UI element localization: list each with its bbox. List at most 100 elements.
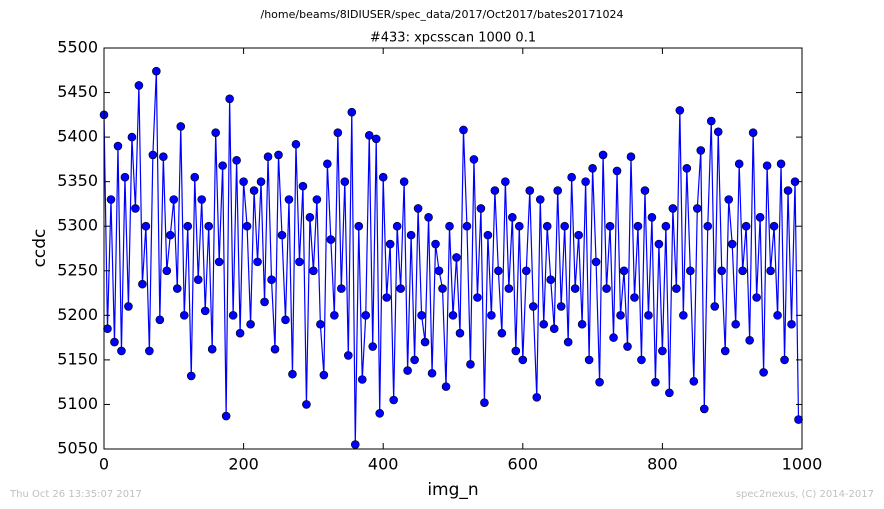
data-point: [403, 366, 412, 375]
data-point: [371, 134, 381, 144]
data-point: [473, 293, 482, 302]
y-tick-label: 5050: [57, 439, 98, 458]
data-point: [134, 81, 144, 90]
data-point: [242, 221, 252, 231]
data-point: [197, 195, 207, 204]
data-point: [609, 333, 618, 342]
data-point: [330, 311, 339, 320]
data-point: [368, 342, 378, 351]
data-point: [375, 409, 385, 418]
data-point: [734, 159, 744, 169]
y-tick-label: 5350: [57, 171, 98, 190]
x-tick-label: 600: [508, 455, 539, 474]
data-point: [309, 266, 318, 276]
data-point: [417, 311, 426, 320]
x-tick-label: 400: [368, 455, 399, 474]
y-tick-label: 5400: [57, 127, 98, 146]
data-point: [738, 266, 747, 276]
data-point: [644, 311, 653, 320]
data-point: [253, 257, 262, 267]
data-point: [357, 375, 367, 384]
data-point: [200, 306, 210, 316]
data-point: [172, 284, 182, 293]
data-point: [699, 404, 709, 414]
data-point: [274, 150, 283, 160]
data-point: [511, 346, 521, 356]
data-point: [574, 230, 583, 240]
data-point: [354, 221, 364, 231]
data-point: [528, 302, 538, 311]
data-point: [117, 346, 126, 356]
data-point: [406, 230, 416, 240]
data-point: [713, 127, 723, 137]
data-point: [651, 377, 660, 387]
y-tick-label: 5150: [57, 349, 98, 368]
data-point: [382, 293, 391, 302]
data-point: [570, 284, 580, 293]
footer-left: Thu Oct 26 13:35:07 2017: [9, 489, 142, 500]
data-point: [686, 266, 695, 276]
data-point: [452, 253, 461, 262]
data-point: [179, 311, 189, 320]
data-point: [637, 355, 646, 365]
data-point: [434, 266, 444, 276]
data-point: [469, 155, 479, 164]
data-point: [228, 311, 238, 320]
data-point: [145, 346, 154, 356]
data-point: [326, 235, 336, 244]
data-point: [131, 204, 140, 213]
data-point: [787, 319, 796, 329]
data-point: [755, 213, 765, 222]
data-point: [214, 257, 224, 267]
data-line: [103, 71, 800, 445]
data-point: [106, 195, 116, 204]
data-point: [399, 177, 409, 186]
data-point: [766, 266, 775, 276]
data-point: [281, 315, 290, 325]
data-point: [319, 370, 329, 380]
data-point: [462, 221, 472, 231]
data-point: [679, 311, 688, 320]
data-point: [438, 284, 447, 293]
data-point: [752, 293, 761, 302]
data-point: [623, 342, 632, 351]
data-point: [794, 415, 803, 424]
data-point: [480, 398, 489, 407]
data-point: [525, 186, 535, 195]
data-point: [490, 186, 500, 195]
data-point: [211, 128, 220, 137]
data-point: [682, 164, 692, 173]
data-point: [595, 377, 604, 387]
data-point: [535, 195, 545, 204]
data-point: [162, 266, 172, 276]
data-point: [204, 221, 213, 231]
data-point: [717, 266, 727, 276]
data-point: [759, 368, 768, 377]
data-point: [183, 221, 193, 231]
data-point: [748, 128, 758, 137]
data-point: [141, 221, 151, 231]
data-point: [413, 204, 423, 213]
data-point: [120, 172, 130, 182]
data-point: [703, 221, 713, 231]
plot-frame: [103, 47, 803, 450]
data-point: [190, 172, 200, 182]
data-point: [720, 346, 730, 356]
data-point: [159, 152, 168, 162]
data-point: [710, 302, 720, 311]
data-point: [483, 230, 493, 240]
data-point: [225, 94, 234, 104]
data-point: [741, 221, 751, 231]
data-point: [521, 266, 531, 276]
y-tick-label: 5250: [57, 260, 98, 279]
data-point: [298, 181, 308, 191]
data-point: [619, 266, 629, 276]
y-tick-label: 5100: [57, 394, 98, 413]
data-point: [626, 152, 636, 162]
data-point: [783, 186, 793, 195]
data-point: [277, 230, 287, 240]
data-point: [127, 132, 137, 142]
data-point: [466, 360, 475, 369]
data-point: [113, 141, 123, 151]
data-point: [378, 172, 388, 182]
